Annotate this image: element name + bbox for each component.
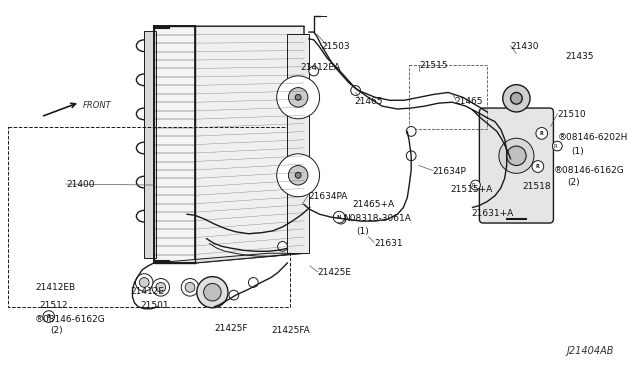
Circle shape: [204, 283, 221, 301]
Circle shape: [248, 278, 258, 287]
Circle shape: [140, 278, 149, 287]
Polygon shape: [154, 253, 304, 263]
Circle shape: [499, 138, 534, 173]
Text: FRONT: FRONT: [83, 101, 111, 110]
Circle shape: [289, 166, 308, 185]
Text: R: R: [536, 164, 540, 169]
Text: ®08146-6202H: ®08146-6202H: [557, 134, 628, 142]
Text: 21465: 21465: [355, 97, 383, 106]
Circle shape: [295, 172, 301, 178]
Text: 21518: 21518: [522, 182, 551, 191]
Circle shape: [276, 154, 319, 197]
Text: 21425FA: 21425FA: [271, 326, 310, 335]
Text: R: R: [540, 131, 543, 136]
Circle shape: [406, 151, 416, 161]
Circle shape: [185, 282, 195, 292]
Text: (2): (2): [567, 178, 580, 187]
Text: ®08146-6162G: ®08146-6162G: [554, 166, 624, 174]
Text: 21634P: 21634P: [433, 167, 467, 176]
Text: 21634PA: 21634PA: [308, 192, 348, 201]
Text: 21631: 21631: [374, 238, 403, 248]
Text: 21515+A: 21515+A: [450, 185, 492, 194]
Circle shape: [470, 180, 481, 190]
Circle shape: [503, 85, 530, 112]
Circle shape: [351, 86, 360, 95]
Circle shape: [333, 211, 345, 223]
Text: (1): (1): [571, 147, 584, 156]
Circle shape: [536, 128, 548, 139]
Text: J21404AB: J21404AB: [566, 346, 614, 356]
Text: N08318-3061A: N08318-3061A: [343, 214, 411, 223]
Text: 21435: 21435: [565, 52, 594, 61]
Circle shape: [406, 126, 416, 136]
Text: 21465+A: 21465+A: [353, 200, 395, 209]
Circle shape: [278, 241, 287, 251]
Circle shape: [336, 214, 346, 224]
Circle shape: [152, 279, 170, 296]
Text: 21510: 21510: [557, 110, 586, 119]
Text: 21501: 21501: [140, 301, 169, 310]
Text: R: R: [554, 144, 557, 148]
Circle shape: [156, 282, 166, 292]
Text: 21430: 21430: [511, 42, 539, 51]
Text: (2): (2): [51, 326, 63, 335]
Circle shape: [276, 76, 319, 119]
Text: 21503: 21503: [321, 42, 350, 51]
Text: 21400: 21400: [67, 180, 95, 189]
Text: 21412E: 21412E: [131, 287, 164, 296]
Text: 21425E: 21425E: [317, 268, 351, 277]
Circle shape: [136, 274, 153, 291]
Text: 21425F: 21425F: [214, 324, 248, 333]
Text: 21412EB: 21412EB: [35, 283, 76, 292]
Text: 21412EA: 21412EA: [300, 63, 340, 72]
Circle shape: [295, 94, 301, 100]
Text: 21465: 21465: [454, 97, 483, 106]
Circle shape: [507, 146, 526, 166]
Bar: [409, 65, 487, 128]
Circle shape: [43, 311, 54, 323]
FancyBboxPatch shape: [479, 108, 554, 223]
Polygon shape: [195, 26, 304, 263]
Bar: [8, 126, 291, 307]
Text: B: B: [47, 314, 51, 319]
Circle shape: [511, 93, 522, 104]
Circle shape: [552, 141, 562, 151]
Bar: [287, 34, 309, 253]
Circle shape: [229, 290, 239, 300]
Circle shape: [309, 66, 319, 76]
Text: 21515: 21515: [419, 61, 447, 70]
Bar: [154, 26, 195, 263]
Circle shape: [532, 161, 544, 172]
Text: N: N: [337, 215, 341, 220]
Text: R: R: [472, 183, 476, 187]
Text: 21631+A: 21631+A: [472, 209, 514, 218]
Circle shape: [181, 279, 199, 296]
Circle shape: [289, 87, 308, 107]
Text: 21512: 21512: [39, 301, 67, 310]
Text: ®08146-6162G: ®08146-6162G: [35, 315, 106, 324]
Text: (1): (1): [356, 227, 369, 236]
Circle shape: [197, 277, 228, 308]
Bar: [144, 31, 156, 258]
